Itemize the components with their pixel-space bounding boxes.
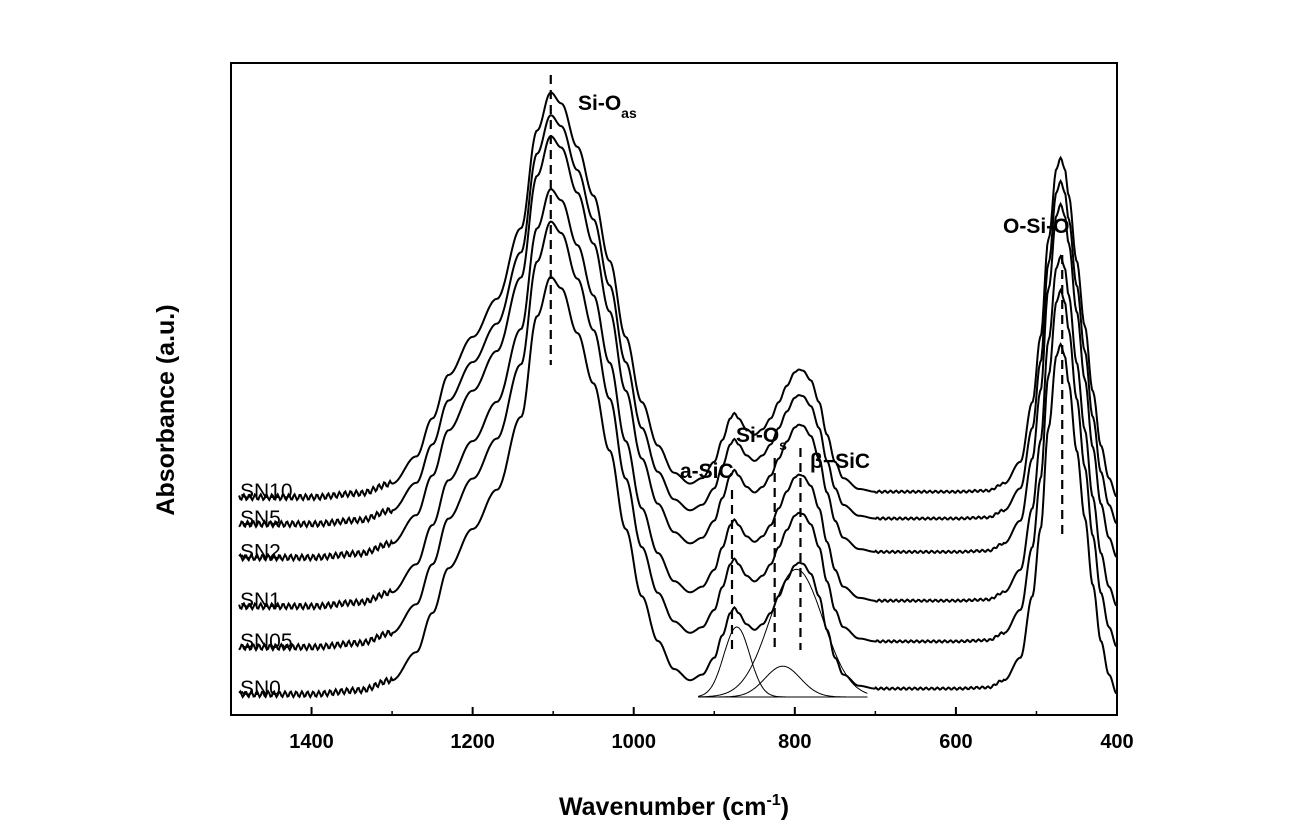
x-tick-label-1200: 1200 (450, 731, 495, 753)
series-curve-sn5 (238, 114, 1118, 529)
series-label-sn2: SN2 (240, 540, 281, 563)
series-curve-sn05 (238, 220, 1118, 652)
peak-label-si-o-as: Si-Oas (578, 92, 637, 121)
series-label-sn10: SN10 (240, 480, 293, 503)
x-axis-ticks: 1400 1200 1000 800 600 400 (230, 707, 1134, 753)
sio-s-component (698, 665, 868, 698)
peak-label-si-o-s: Si-Os (736, 424, 787, 453)
y-axis-title: Absorbance (a.u.) (152, 304, 180, 515)
series-labels: SN0 SN05 SN1 SN2 SN5 SN10 (240, 480, 293, 700)
series-label-sn0: SN0 (240, 677, 281, 700)
x-tick-label-1000: 1000 (611, 731, 656, 753)
x-tick-label-600: 600 (939, 731, 972, 753)
x-tick-label-400: 400 (1100, 731, 1133, 753)
series-curve-sn0 (238, 275, 1118, 700)
deconvolution-curves (698, 568, 868, 698)
series-curve-sn10 (238, 91, 1118, 503)
series-curves (238, 91, 1118, 700)
series-curve-sn1 (238, 188, 1118, 612)
x-axis-title: Wavenumber (cm-1) (559, 792, 789, 821)
plot-frame (230, 62, 1118, 716)
peak-label-beta-sic: β−SiC (810, 450, 870, 473)
peak-label-o-si-o: O-Si-O (1003, 215, 1070, 238)
series-label-sn1: SN1 (240, 589, 281, 612)
bsic-component (698, 568, 868, 698)
series-label-sn05: SN05 (240, 630, 293, 653)
peak-label-a-sic: a-SiC (680, 460, 734, 483)
series-label-sn5: SN5 (240, 507, 281, 530)
peak-marker-lines (549, 75, 1064, 650)
series-curve-sn2 (238, 135, 1118, 563)
x-tick-label-1400: 1400 (289, 731, 334, 753)
x-tick-label-800: 800 (778, 731, 811, 753)
asic-component (698, 626, 868, 698)
